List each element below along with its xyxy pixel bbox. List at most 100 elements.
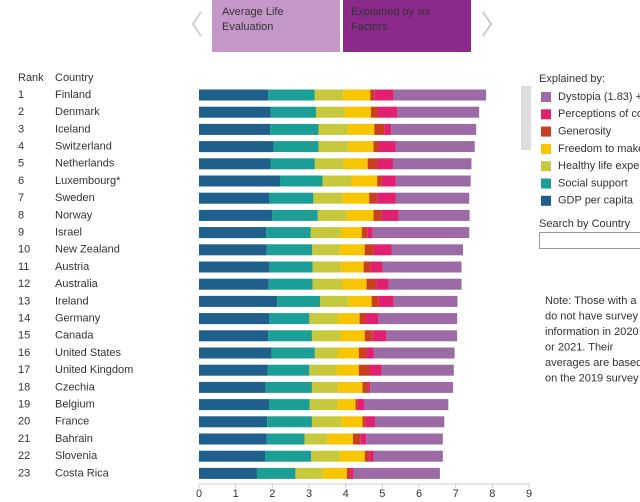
x-tick-label: 7 (453, 488, 459, 500)
bar-segment (357, 399, 365, 411)
legend-swatch (541, 92, 551, 102)
bar-segment (269, 399, 310, 411)
rank: 11 (18, 261, 29, 273)
bar-segment (378, 313, 458, 325)
note-line: on the 2019 survey (545, 372, 639, 384)
bar-segment (358, 347, 367, 359)
bar-segment (311, 450, 340, 462)
bar-segment (347, 123, 375, 135)
bar-segment (382, 261, 462, 273)
bar-segment (370, 89, 375, 101)
bar-segment (270, 158, 315, 170)
rank: 18 (18, 381, 30, 393)
bar-segment (364, 450, 370, 462)
country: Norway (55, 209, 93, 221)
bar-segment (315, 106, 345, 118)
bar-segment (311, 381, 339, 393)
bar-segment (377, 192, 396, 204)
country: Slovenia (55, 450, 98, 462)
bar-segment (370, 261, 383, 273)
bar-segment (350, 467, 354, 479)
legend-swatch (541, 178, 551, 189)
bar-segment (199, 89, 269, 101)
bar-segment (348, 295, 372, 307)
bar-segment (348, 141, 374, 153)
x-tick-label: 2 (269, 488, 275, 500)
note-line: averages are based (545, 357, 640, 369)
tab-average[interactable] (212, 0, 340, 52)
country: Australia (55, 278, 99, 290)
bar-segment (373, 244, 392, 256)
country: France (55, 416, 89, 428)
bar-segment (386, 330, 458, 342)
x-tick-label: 3 (306, 488, 312, 500)
bar-segment (199, 347, 272, 359)
rank: 17 (18, 364, 30, 376)
bar-segment (199, 141, 274, 153)
bar-segment (339, 244, 365, 256)
rank: 6 (18, 175, 24, 187)
search-label: Search by Country (539, 218, 631, 230)
bar-segment (318, 141, 349, 153)
legend-label: Generosity (558, 126, 612, 138)
bar-segment (371, 295, 379, 307)
bar-segment (372, 330, 387, 342)
bar-segment (367, 227, 373, 239)
tab-explained[interactable] (343, 0, 471, 52)
bar-segment (377, 158, 393, 170)
search-box[interactable] (539, 232, 640, 249)
bar-segment (362, 416, 366, 428)
legend-swatch (541, 195, 551, 206)
scrollbar[interactable] (521, 86, 531, 150)
bar-segment (388, 278, 462, 290)
rank: 14 (18, 313, 30, 325)
bar-segment (327, 433, 353, 445)
bar-segment (341, 416, 363, 428)
bar-segment (312, 244, 340, 256)
bar-segment (312, 261, 341, 273)
bar-segment (199, 295, 278, 307)
bar-segment (199, 330, 269, 342)
bar-segment (381, 175, 396, 187)
bar-segment (199, 399, 270, 411)
bar-segment (311, 416, 342, 428)
bar-segment (359, 313, 366, 325)
legend-label: Perceptions of co (558, 108, 640, 120)
legend-swatch (541, 143, 551, 154)
bar-segment (199, 278, 269, 290)
country: Sweden (55, 192, 95, 204)
rank: 21 (18, 433, 30, 445)
bar-segment (304, 433, 328, 445)
bar-segment (271, 347, 315, 359)
x-tick-label: 1 (233, 488, 239, 500)
bar-segment (358, 364, 370, 376)
legend-label: Social support (558, 177, 628, 189)
bar-segment (199, 381, 266, 393)
bar-segment (256, 467, 296, 479)
next-arrow[interactable] (482, 11, 493, 37)
bar-segment (199, 192, 270, 204)
bar-segment (393, 89, 487, 101)
x-tick-label: 5 (379, 488, 385, 500)
bar-segment (273, 141, 319, 153)
legend-swatch (541, 161, 551, 172)
bar-segment (199, 261, 270, 273)
bar-segment (199, 106, 271, 118)
bar-segment (395, 141, 475, 153)
bar-segment (373, 209, 382, 221)
bar-segment (266, 433, 305, 445)
bar-segment (366, 278, 377, 290)
bar-segment (364, 399, 449, 411)
country: Iceland (55, 123, 90, 135)
bar-segment (314, 89, 344, 101)
country: Luxembourg* (55, 175, 121, 187)
bar-segment (311, 330, 341, 342)
prev-arrow[interactable] (191, 11, 202, 37)
x-tick-label: 0 (196, 488, 202, 500)
legend-swatch (541, 126, 551, 137)
bar-segment (266, 227, 311, 239)
bar-segment (378, 295, 394, 307)
bar-segment (309, 364, 337, 376)
country: Germany (55, 313, 101, 325)
legend-label: Healthy life expe (558, 160, 639, 172)
